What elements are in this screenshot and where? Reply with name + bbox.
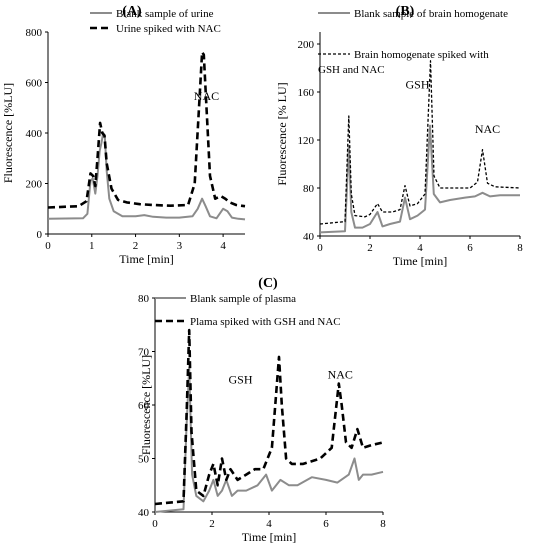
- x-tick-label: 3: [177, 240, 183, 252]
- y-tick-label: 800: [26, 27, 43, 39]
- y-tick-label: 160: [298, 87, 315, 99]
- y-tick-label: 400: [26, 128, 43, 140]
- x-tick-label: 4: [220, 240, 226, 252]
- y-tick-label: 60: [138, 400, 150, 412]
- x-tick-label: 1: [89, 240, 95, 252]
- legend-label-1: Blank sample of brain homogenate: [354, 8, 508, 20]
- x-tick-label: 8: [517, 242, 523, 254]
- x-tick-label: 2: [133, 240, 139, 252]
- y-axis-title: Fluorescence [%LU]: [1, 83, 15, 183]
- peak-annotation: GSH: [228, 373, 252, 387]
- x-axis-title: Time [min]: [242, 530, 297, 544]
- y-tick-label: 200: [298, 39, 315, 51]
- x-tick-label: 2: [209, 518, 215, 530]
- y-tick-label: 80: [303, 183, 315, 195]
- legend-label-1: Blank sample of plasma: [190, 293, 296, 305]
- x-axis-title: Time [min]: [119, 252, 174, 266]
- x-tick-label: 0: [152, 518, 158, 530]
- y-tick-label: 40: [138, 507, 150, 519]
- x-tick-label: 4: [266, 518, 272, 530]
- y-tick-label: 40: [303, 231, 315, 243]
- series-line-1: [319, 124, 520, 234]
- series-line-1: [47, 132, 246, 221]
- y-axis-title: Fluorescence [%LU]: [139, 355, 153, 455]
- y-tick-label: 0: [37, 229, 43, 241]
- legend-label-2: Plama spiked with GSH and NAC: [190, 316, 341, 328]
- panel-label: (C): [258, 276, 278, 291]
- x-axis-title: Time [min]: [393, 254, 448, 268]
- x-tick-label: 6: [467, 242, 473, 254]
- peak-annotation: NAC: [328, 367, 353, 381]
- x-tick-label: 4: [417, 242, 423, 254]
- legend-label-1: Blank sample of urine: [116, 8, 214, 20]
- x-tick-label: 8: [380, 518, 386, 530]
- peak-annotation: GSH: [405, 77, 429, 91]
- x-tick-label: 2: [367, 242, 373, 254]
- peak-annotation: NAC: [475, 122, 500, 136]
- chart-panel-1: (A) 0 200 400 600 800 0 1 2 3 4 Time [min] Fluoresce…: [1, 4, 246, 266]
- y-tick-label: 600: [26, 78, 43, 90]
- x-tick-label: 0: [45, 240, 51, 252]
- y-axis-title: Fluorescence [% LU]: [275, 82, 289, 185]
- x-tick-label: 6: [323, 518, 329, 530]
- series-line-2: [154, 328, 384, 506]
- y-tick-label: 80: [138, 293, 150, 305]
- chart-panel-2: (B) 40 80 120 160 200 0 2 4 6 8 Time [min] Fluoresce…: [275, 4, 523, 268]
- y-tick-label: 200: [26, 179, 43, 191]
- legend-label-2: Urine spiked with NAC: [116, 23, 221, 35]
- chart-panel-3: (C) 40 50 60 70 80 0 2 4 6 8 Time [min] Fluorescence…: [138, 276, 386, 544]
- series-line-1: [154, 366, 384, 513]
- series-line-2: [47, 50, 246, 209]
- y-tick-label: 70: [138, 347, 150, 359]
- y-tick-label: 50: [138, 454, 150, 466]
- y-tick-label: 120: [298, 135, 315, 147]
- panel-label: (A): [122, 4, 142, 19]
- series-line-2: [319, 60, 521, 225]
- legend-label-2: Brain homogenate spiked with GSH and NAC: [318, 49, 489, 76]
- panel-label: (B): [396, 4, 415, 19]
- peak-annotation: NAC: [194, 89, 219, 103]
- x-tick-label: 0: [317, 242, 323, 254]
